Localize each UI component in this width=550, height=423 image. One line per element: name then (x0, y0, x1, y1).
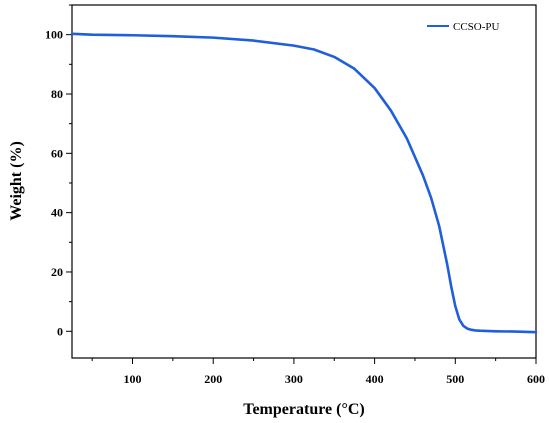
y-axis: 0 20 40 60 80 100 (45, 4, 72, 338)
plot-frame (71, 4, 537, 359)
y-tick-label: 80 (51, 87, 63, 101)
y-tick-label: 0 (57, 324, 63, 338)
x-tick-label: 400 (366, 372, 384, 386)
y-tick-label: 40 (51, 206, 63, 220)
x-tick-label: 600 (527, 372, 545, 386)
y-tick-label: 20 (51, 265, 63, 279)
y-tick-label: 60 (51, 146, 63, 160)
x-tick-label: 200 (204, 372, 222, 386)
y-axis-title: Weight (%) (8, 141, 25, 221)
x-tick-label: 100 (124, 372, 142, 386)
y-tick-label: 100 (45, 28, 63, 42)
series-line (70, 32, 538, 334)
x-tick-label: 300 (285, 372, 303, 386)
series-layer (70, 32, 538, 334)
x-tick-label: 500 (446, 372, 464, 386)
x-axis: 100 200 300 400 500 600 (91, 358, 545, 386)
x-axis-title: Temperature (°C) (243, 401, 364, 418)
legend-label: CCSO-PU (453, 21, 500, 33)
legend: CCSO-PU (427, 21, 500, 33)
